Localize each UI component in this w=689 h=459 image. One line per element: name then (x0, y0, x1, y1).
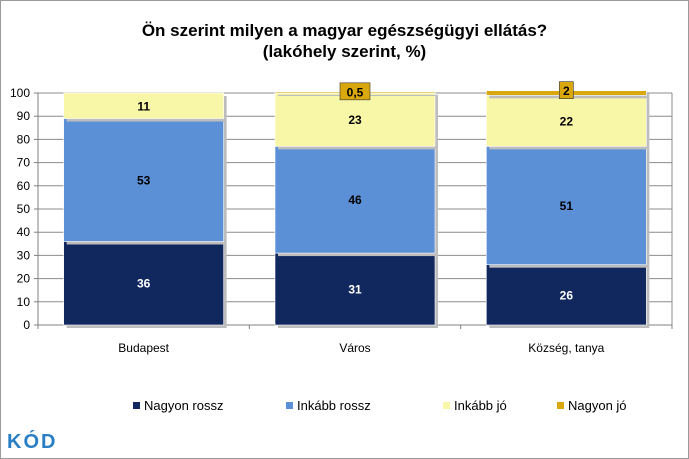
legend-item-nagyon-jo: Nagyon jó (557, 398, 627, 413)
y-tick-label-10: 10 (17, 295, 31, 309)
data-label-nagyon-rossz-kozseg-tanya: 26 (560, 288, 574, 302)
data-label-nagyon-rossz-varos: 31 (348, 283, 362, 297)
y-tick-label-50: 50 (17, 202, 31, 216)
legend-label: Nagyon rossz (144, 398, 224, 413)
y-tick-label-100: 100 (10, 86, 30, 100)
legend-swatch (133, 402, 140, 409)
bar-inkabb-jo-kozseg-tanya (486, 95, 647, 147)
chart-title-line-2: (lakóhely szerint, %) (262, 42, 427, 61)
legend-swatch (286, 402, 293, 409)
chart-title-line-1: Ön szerint milyen a magyar egészségügyi … (141, 21, 548, 40)
legend-label: Nagyon jó (568, 398, 627, 413)
y-tick-label-90: 90 (17, 109, 31, 123)
legend-swatch (557, 402, 564, 409)
legend-label: Inkább jó (454, 398, 507, 413)
legend-item-inkabb-jo: Inkább jó (443, 398, 507, 413)
bar-inkabb-jo-budapest (63, 92, 224, 119)
data-label-inkabb-rossz-varos: 46 (348, 193, 362, 207)
bar-nagyon-rossz-varos (274, 252, 436, 326)
data-label-inkabb-rossz-kozseg-tanya: 51 (560, 199, 574, 213)
chart-title: Ön szerint milyen a magyar egészségügyi … (0, 20, 689, 62)
legend-swatch (443, 402, 450, 409)
data-label-inkabb-jo-kozseg-tanya: 22 (560, 114, 574, 128)
y-tick-label-30: 30 (17, 248, 31, 262)
x-tick-label-kozseg-tanya: Község, tanya (528, 341, 604, 355)
y-tick-label-80: 80 (17, 132, 31, 146)
y-tick-label-60: 60 (17, 179, 31, 193)
data-label-nagyon-rossz-budapest: 36 (137, 277, 151, 291)
bar-nagyon-rossz-kozseg-tanya (486, 264, 647, 326)
bars (63, 90, 650, 328)
svg-text:KÓD: KÓD (7, 430, 57, 452)
y-tick-label-0: 0 (23, 318, 30, 332)
legend-label: Inkább rossz (297, 398, 371, 413)
data-label-box-nagyon-jo-kozseg-tanya (559, 81, 574, 99)
bar-inkabb-rossz-varos (274, 146, 436, 254)
bar-inkabb-jo-varos (274, 92, 436, 147)
bar-inkabb-rossz-budapest (63, 118, 224, 242)
legend: Nagyon rossz Inkább rossz Inkább jó Nagyon … (0, 398, 689, 418)
data-label-nagyon-jo-varos: 0,5 (347, 85, 364, 99)
data-label-nagyon-jo-kozseg-tanya: 2 (563, 84, 570, 98)
kod-logo: KÓD (7, 430, 73, 452)
legend-item-inkabb-rossz: Inkább rossz (286, 398, 371, 413)
y-tick-label-20: 20 (17, 272, 31, 286)
y-tick-label-40: 40 (17, 225, 31, 239)
data-label-inkabb-rossz-budapest: 53 (137, 174, 151, 188)
bar-nagyon-rossz-budapest (63, 241, 224, 326)
legend-item-nagyon-rossz: Nagyon rossz (133, 398, 223, 413)
data-label-inkabb-jo-varos: 23 (348, 113, 362, 127)
data-label-inkabb-jo-budapest: 11 (137, 99, 150, 113)
bar-inkabb-rossz-kozseg-tanya (486, 146, 647, 265)
x-tick-label-varos: Város (339, 341, 370, 355)
x-tick-label-budapest: Budapest (118, 341, 169, 355)
data-label-box-nagyon-jo-varos (339, 82, 371, 101)
y-tick-label-70: 70 (17, 156, 31, 170)
